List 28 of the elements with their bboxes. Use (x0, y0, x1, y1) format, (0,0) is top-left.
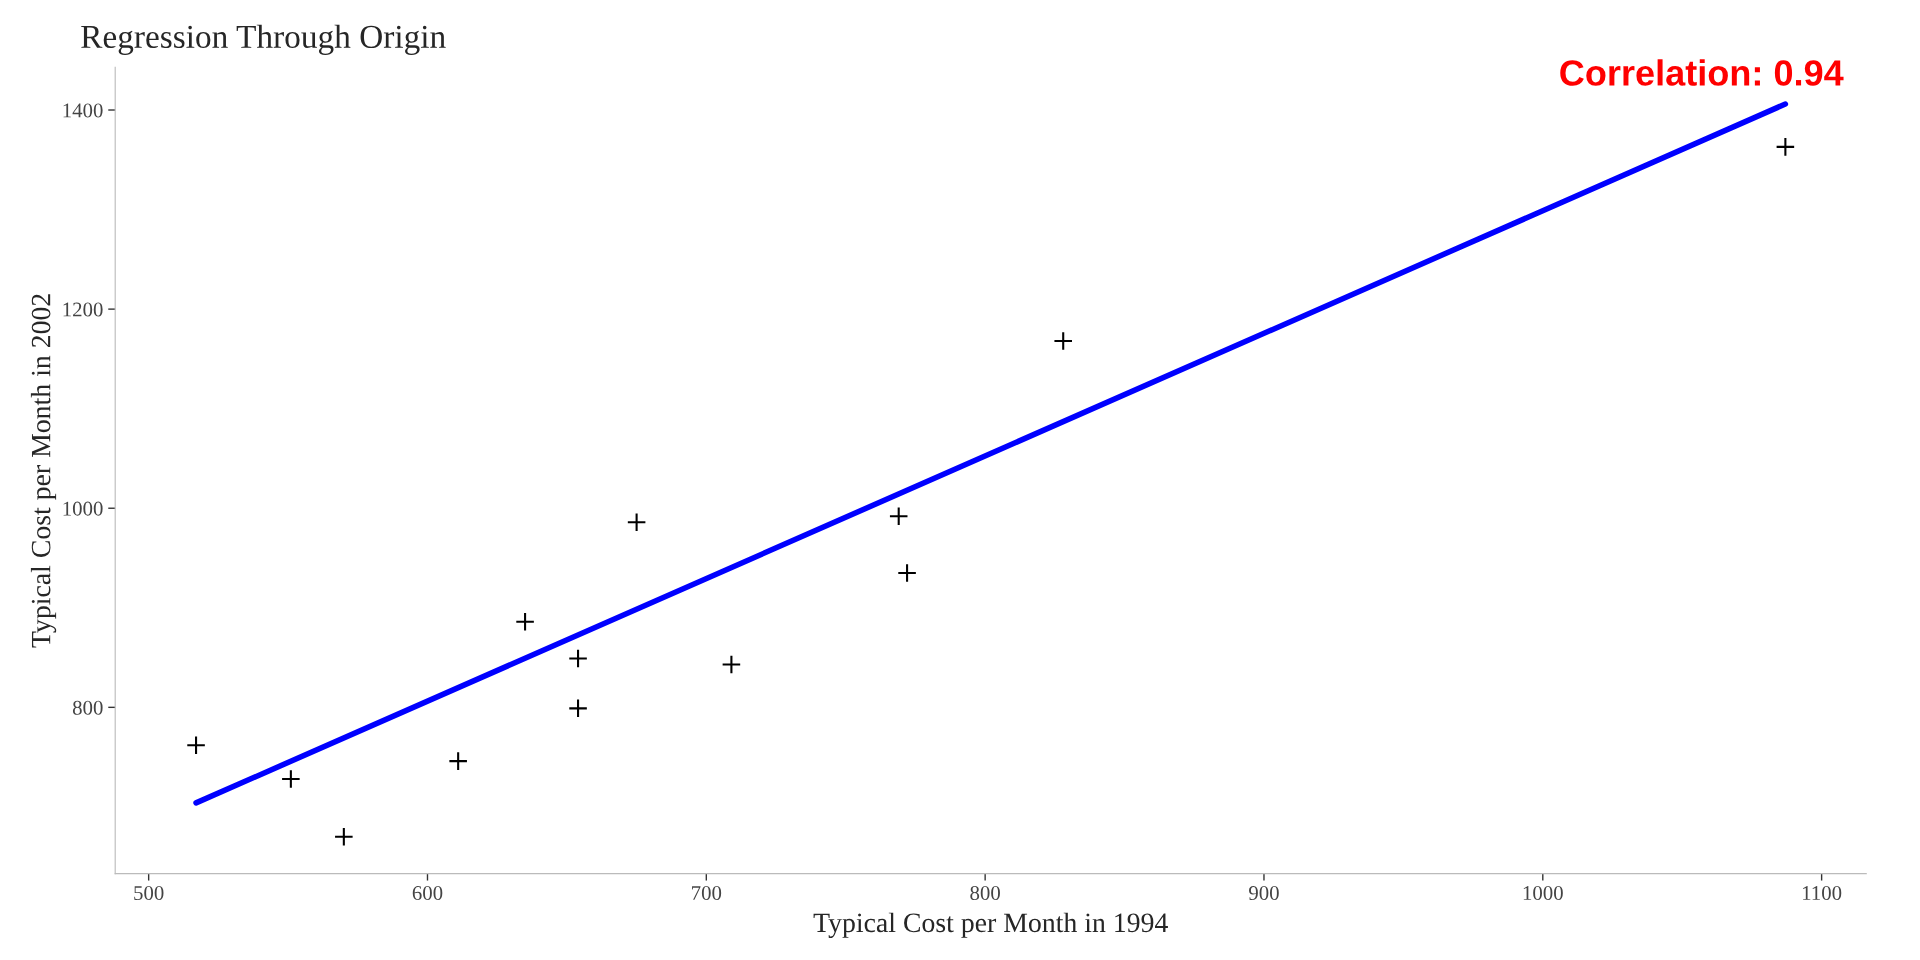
point (515, 611, 535, 632)
point (568, 698, 588, 719)
point (626, 512, 647, 532)
y-tick-label: 1200 (63, 302, 103, 317)
point (568, 648, 588, 669)
x-tick-label: 600 (412, 886, 443, 901)
point (186, 735, 206, 755)
y-tick-label: 1400 (63, 103, 103, 118)
y-axis-title: Typical Cost per Month in 2002 (30, 294, 57, 648)
point (897, 563, 917, 583)
point (888, 506, 909, 527)
x-tick-label: 500 (134, 886, 164, 901)
x-tick-label: 1100 (1803, 886, 1842, 901)
chart-title: Regression Through Origin (81, 24, 446, 55)
x-axis-title: Typical Cost per Month in 1994 (813, 912, 1168, 938)
x-tick-label: 800 (970, 886, 1000, 901)
point (448, 751, 468, 771)
point (1775, 137, 1796, 157)
x-tick-label: 1000 (1523, 886, 1563, 901)
y-tick-label: 1000 (63, 501, 103, 516)
x-tick-label: 700 (692, 886, 722, 901)
point (1053, 331, 1074, 351)
y-tick-label: 800 (72, 700, 103, 715)
point (334, 826, 354, 847)
x-tick-label: 900 (1249, 886, 1279, 901)
point (281, 769, 301, 789)
point (721, 654, 742, 675)
annotation: Correlation: 0.94 (1560, 59, 1844, 86)
